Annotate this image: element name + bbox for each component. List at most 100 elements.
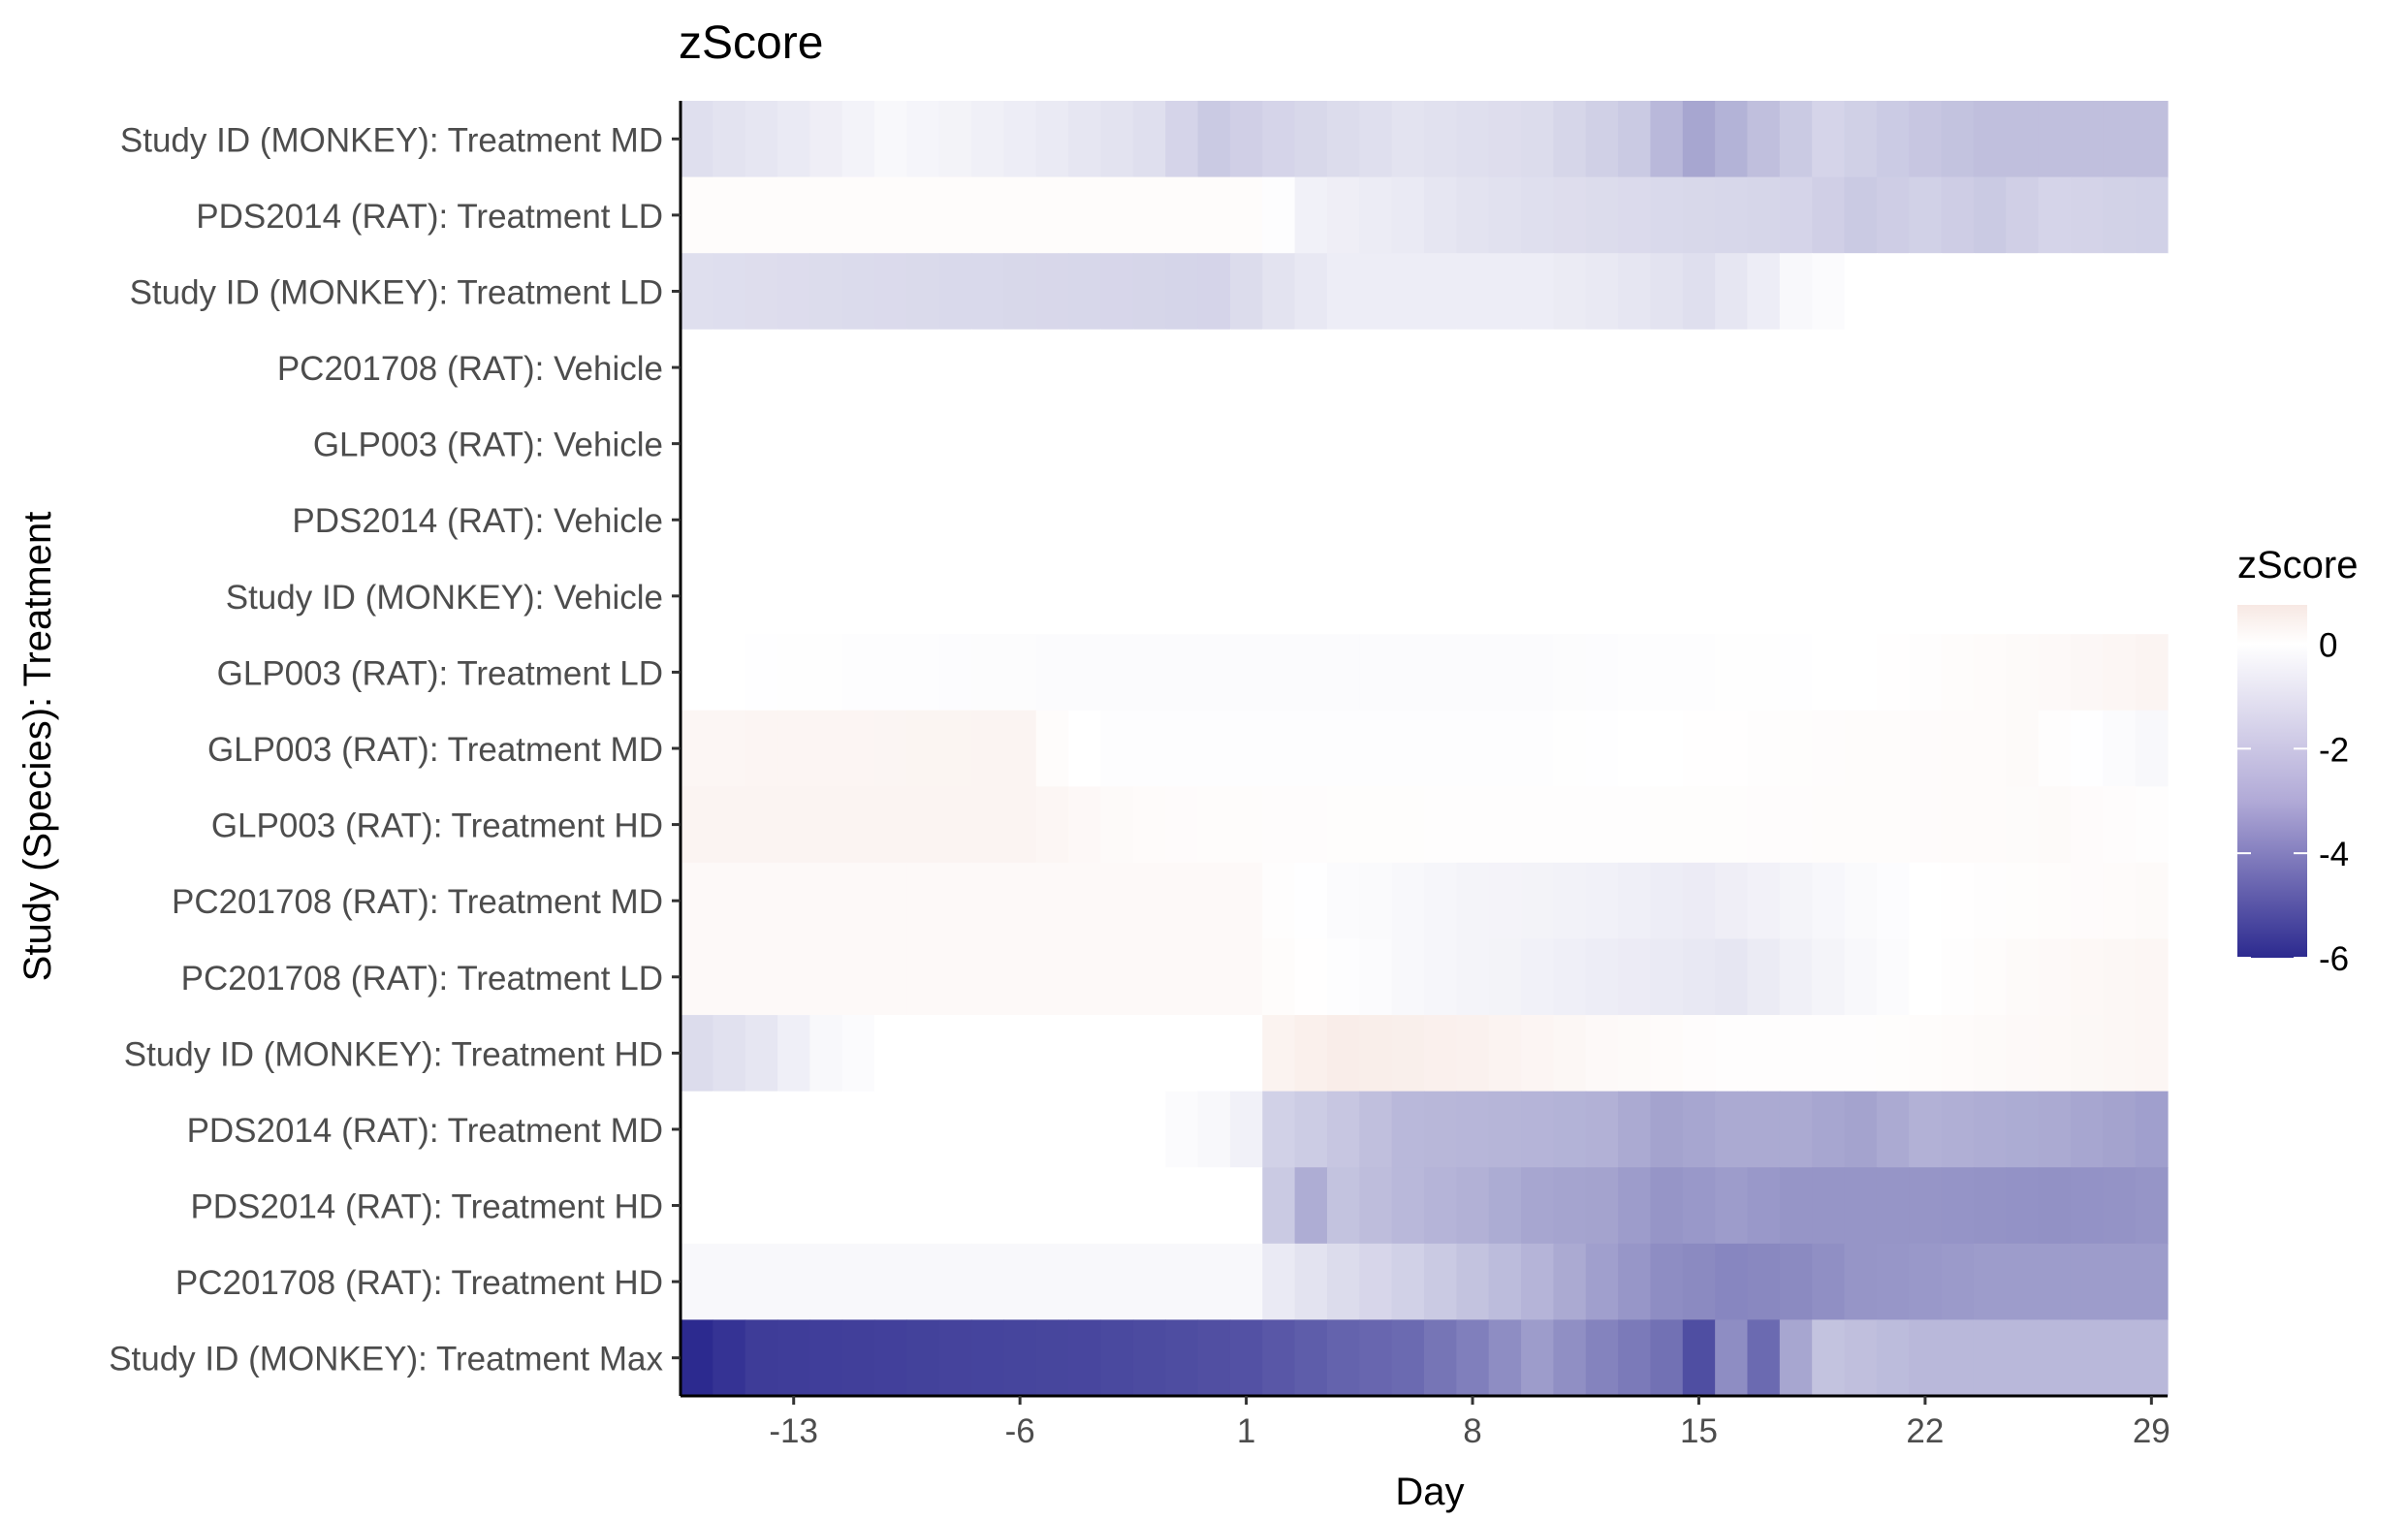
heatmap-cell <box>874 481 908 559</box>
heatmap-cell <box>1424 481 1457 559</box>
heatmap-cell <box>2070 1319 2104 1397</box>
heatmap-cell <box>1165 862 1199 940</box>
heatmap-cell <box>841 938 875 1016</box>
heatmap-cell <box>2070 938 2104 1016</box>
heatmap-cell <box>906 710 940 787</box>
heatmap-cell <box>841 1015 875 1092</box>
heatmap-cell <box>1262 253 1296 331</box>
heatmap-cell <box>874 405 908 483</box>
heatmap-cell <box>841 329 875 406</box>
heatmap-cell <box>1294 862 1328 940</box>
heatmap-cell <box>1456 1319 1490 1397</box>
legend-tick-label: -2 <box>2319 731 2349 769</box>
heatmap-cell <box>1003 405 1037 483</box>
heatmap-cell <box>1941 557 1975 635</box>
heatmap-cell <box>1521 786 1554 864</box>
heatmap-cell <box>809 101 843 178</box>
heatmap-cell <box>1132 938 1166 1016</box>
heatmap-cell <box>1456 176 1490 254</box>
heatmap-cell <box>2135 557 2169 635</box>
heatmap-cell <box>1973 557 2007 635</box>
heatmap-cell <box>2103 481 2137 559</box>
heatmap-cell <box>1973 176 2007 254</box>
heatmap-cell <box>2038 786 2072 864</box>
heatmap-cell <box>2103 1015 2137 1092</box>
heatmap-cell <box>1165 634 1199 712</box>
heatmap-cell <box>1812 176 1846 254</box>
heatmap-cell <box>1682 710 1716 787</box>
heatmap-cell <box>1262 1319 1296 1397</box>
heatmap-cell <box>1068 1091 1102 1168</box>
heatmap-cell <box>1844 938 1878 1016</box>
heatmap-cell <box>1779 634 1813 712</box>
heatmap-cell <box>1618 1167 1652 1245</box>
heatmap-cell <box>1456 1015 1490 1092</box>
heatmap-cell <box>2038 634 2072 712</box>
heatmap-cell <box>1100 786 1134 864</box>
heatmap-cell <box>777 1015 810 1092</box>
heatmap-cell <box>1812 329 1846 406</box>
heatmap-cell <box>2103 253 2137 331</box>
heatmap-cell <box>713 253 746 331</box>
heatmap-cell <box>2135 862 2169 940</box>
heatmap-cell <box>1456 101 1490 178</box>
heatmap-cell <box>1165 253 1199 331</box>
heatmap-cell <box>1068 710 1102 787</box>
heatmap-cell <box>1941 101 1975 178</box>
heatmap-cell <box>971 1319 1005 1397</box>
heatmap-cell <box>1068 481 1102 559</box>
heatmap-cell <box>809 253 843 331</box>
heatmap-cell <box>1618 1319 1652 1397</box>
heatmap-cell <box>1521 1167 1554 1245</box>
heatmap-cell <box>1262 481 1296 559</box>
heatmap-cell <box>1294 557 1328 635</box>
heatmap-cell <box>1844 634 1878 712</box>
heatmap-cell <box>1585 634 1619 712</box>
heatmap-cell <box>1391 1091 1425 1168</box>
heatmap-cell <box>874 176 908 254</box>
heatmap-cell <box>1229 329 1263 406</box>
heatmap-cell <box>1035 634 1069 712</box>
heatmap-cell <box>1618 481 1652 559</box>
heatmap-cell <box>1715 938 1749 1016</box>
heatmap-cell <box>1715 176 1749 254</box>
heatmap-cell <box>1359 329 1393 406</box>
heatmap-cell <box>2006 557 2040 635</box>
heatmap-cell <box>1359 862 1393 940</box>
heatmap-cell <box>681 710 713 787</box>
heatmap-cell <box>809 481 843 559</box>
heatmap-cell <box>1876 938 1910 1016</box>
heatmap-cell <box>874 1091 908 1168</box>
heatmap-cell <box>1294 329 1328 406</box>
heatmap-cell <box>1424 253 1457 331</box>
heatmap-cell <box>2038 938 2072 1016</box>
heatmap-cell <box>1941 405 1975 483</box>
heatmap-cell <box>2038 557 2072 635</box>
heatmap-cell <box>1682 862 1716 940</box>
heatmap-cell <box>1197 253 1231 331</box>
heatmap-cell <box>1035 862 1069 940</box>
heatmap-cell <box>1553 862 1587 940</box>
heatmap-cell <box>2135 710 2169 787</box>
x-tick-label: 1 <box>1237 1412 1255 1450</box>
heatmap-cell <box>1973 1243 2007 1321</box>
heatmap-cell <box>1068 101 1102 178</box>
heatmap-cell <box>1100 176 1134 254</box>
heatmap-cell <box>2038 329 2072 406</box>
heatmap-cell <box>938 862 972 940</box>
heatmap-cell <box>2006 1015 2040 1092</box>
heatmap-cell <box>906 1319 940 1397</box>
heatmap-cell <box>777 862 810 940</box>
heatmap-cell <box>681 862 713 940</box>
heatmap-cell <box>1197 557 1231 635</box>
heatmap-cell <box>1844 862 1878 940</box>
heatmap-cell <box>1132 176 1166 254</box>
heatmap-cell <box>809 1243 843 1321</box>
heatmap-cell <box>1779 710 1813 787</box>
heatmap-cell <box>1262 1167 1296 1245</box>
heatmap-cell <box>1165 1091 1199 1168</box>
heatmap-cell <box>1326 1091 1360 1168</box>
heatmap-cell <box>1715 1319 1749 1397</box>
heatmap-cell <box>1876 481 1910 559</box>
heatmap-cell <box>874 634 908 712</box>
